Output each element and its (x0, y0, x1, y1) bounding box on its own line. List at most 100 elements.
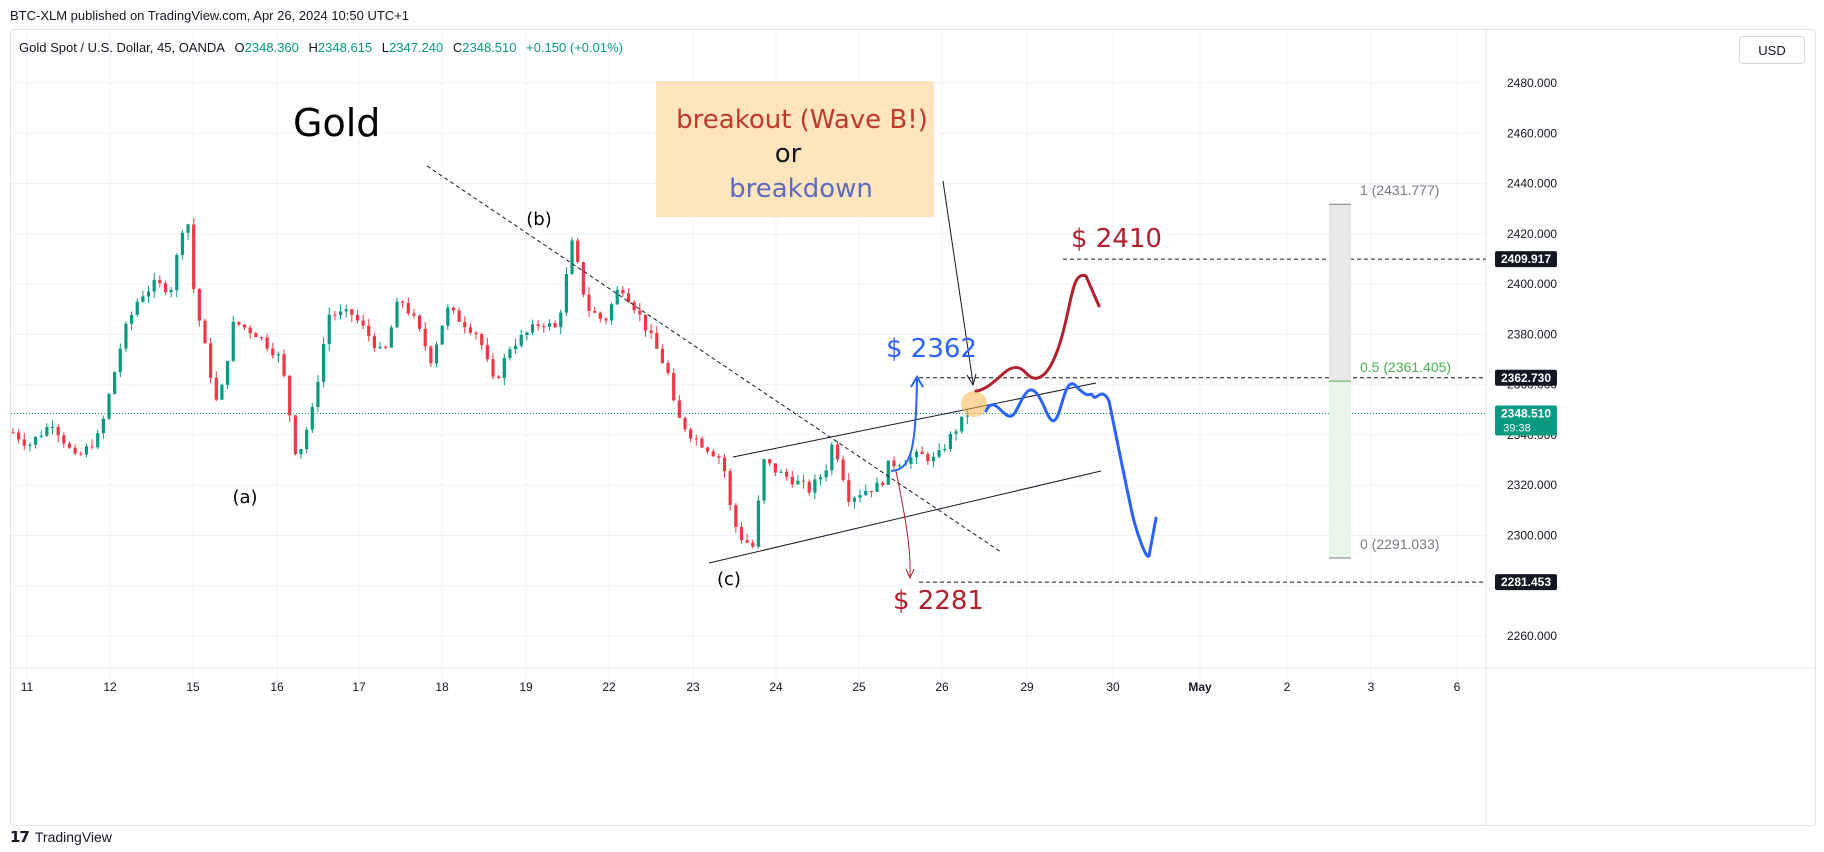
candle-body (655, 332, 659, 349)
price-tick-label: 2400.000 (1507, 277, 1557, 291)
candle-body (632, 302, 636, 311)
price-tick-label: 2260.000 (1507, 629, 1557, 643)
candle-body (677, 400, 681, 418)
price-level-badge (1495, 574, 1557, 591)
candle-body (818, 477, 823, 480)
candle-body (367, 325, 371, 337)
candle-body (56, 427, 60, 436)
price-level-badge (1495, 369, 1557, 386)
candle-body (169, 290, 173, 293)
candle-body (28, 444, 32, 446)
candle-body (197, 289, 201, 321)
candle-body (525, 332, 529, 335)
chart-pane[interactable]: 2260.0002280.0002300.0002320.0002340.000… (10, 29, 1816, 826)
candle-body (412, 313, 416, 316)
candle-body (338, 311, 343, 316)
candle-body (875, 482, 879, 492)
candle-body (734, 505, 738, 527)
candle-body (451, 307, 456, 311)
annotation-breakdown-text: breakdown (729, 174, 873, 204)
candle-body (937, 450, 941, 457)
time-tick-label: 19 (519, 680, 533, 694)
candle-body (480, 334, 484, 346)
breakout-highlight (961, 391, 987, 417)
currency-button[interactable]: USD (1739, 36, 1805, 64)
time-tick-label: 2 (1284, 680, 1291, 694)
down-arrow-line (895, 470, 911, 577)
legend-low-value: 2347.240 (389, 40, 444, 55)
candle-body (214, 377, 218, 400)
price-tick-label: 2300.000 (1507, 528, 1557, 542)
candle-body (67, 443, 72, 448)
candle-body (660, 348, 665, 364)
candle-body (39, 435, 43, 437)
legend-high-label: H (308, 40, 318, 55)
up-arrow-line (890, 378, 918, 472)
candle-body (254, 333, 258, 338)
candle-body (909, 457, 913, 464)
candle-body (728, 471, 732, 506)
symbol-name: Gold Spot / U.S. Dollar, 45, OANDA (19, 40, 225, 55)
legend-close-label: C (452, 40, 463, 55)
candle-body (293, 415, 297, 455)
bullish-scenario-path (974, 273, 1101, 393)
fib-label-1: 1 (2431.777) (1360, 182, 1439, 198)
candle-body (22, 439, 26, 446)
time-tick-label: 29 (1020, 680, 1034, 694)
candle-body (152, 280, 156, 292)
wave-label: (a) (232, 487, 257, 508)
candle-body (502, 358, 506, 378)
candle-body (638, 310, 642, 315)
time-tick-label: 12 (103, 680, 117, 694)
last-price-badge (1495, 405, 1557, 436)
candle-body (711, 451, 715, 457)
candle-body (508, 349, 512, 359)
candle-body (17, 432, 21, 440)
candle-body (401, 301, 405, 303)
candle-body (135, 301, 139, 315)
time-tick-label: 18 (435, 680, 449, 694)
candle-body (276, 354, 281, 356)
time-tick-label: 22 (602, 680, 616, 694)
candle-body (333, 314, 337, 316)
candle-body (113, 372, 117, 395)
candle-body (299, 449, 303, 455)
candle-body (604, 318, 608, 321)
candle-body (643, 314, 648, 331)
candle-body (180, 232, 185, 256)
candle-body (11, 432, 15, 434)
candle-body (672, 373, 676, 401)
candle-body (835, 444, 840, 460)
candle-body (965, 415, 969, 417)
chart-canvas[interactable]: 2260.0002280.0002300.0002320.0002340.000… (11, 30, 1815, 825)
candle-body (756, 500, 761, 547)
candle-body (858, 495, 862, 498)
candle-body (649, 330, 653, 333)
price-level-badge (1495, 251, 1557, 268)
candle-body (384, 346, 388, 348)
candle-body (361, 320, 365, 326)
candle-body (943, 449, 947, 451)
candle-body (886, 460, 890, 485)
fib-label-05: 0.5 (2361.405) (1360, 359, 1451, 375)
candle-body (700, 438, 704, 448)
annotation-arrow-head (966, 373, 977, 387)
candle-body (474, 332, 478, 335)
price-level-label: 2281.453 (1501, 575, 1551, 589)
candle-body (248, 327, 252, 334)
candle-body (288, 375, 292, 416)
candle-body (186, 224, 190, 233)
candle-body (615, 289, 619, 305)
candle-body (847, 480, 851, 502)
candle-body (694, 438, 698, 440)
candle-body (271, 348, 275, 356)
dashed-downtrend-line (426, 165, 1002, 553)
candle-body (954, 431, 958, 434)
legend-low-label: L (381, 40, 390, 55)
legend-open-value: 2348.360 (244, 40, 299, 55)
tradingview-logo-icon: 17 (10, 828, 30, 846)
candlestick-series (11, 217, 969, 549)
candle-body (897, 465, 902, 467)
candle-body (745, 540, 749, 543)
candle-body (920, 451, 924, 455)
